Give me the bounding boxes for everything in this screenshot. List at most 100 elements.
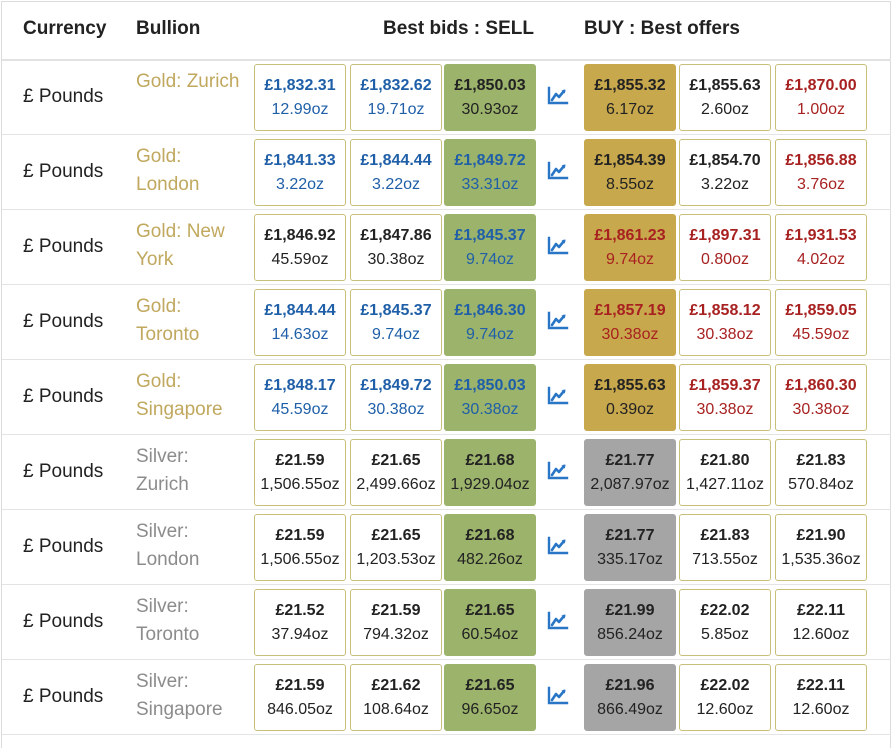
sell-bid-cell-3[interactable]: £21.65 60.54oz (444, 589, 536, 656)
sell-bid-cell-1[interactable]: £1,832.31 12.99oz (254, 64, 346, 131)
quantity-oz: 3.76oz (796, 176, 846, 193)
buy-offer-cell-2[interactable]: £1,855.63 2.60oz (679, 64, 771, 131)
price: £1,858.12 (689, 302, 761, 319)
sell-bid-cell-3[interactable]: £21.68 482.26oz (444, 514, 536, 581)
buy-offer-cell-3[interactable]: £22.11 12.60oz (775, 589, 867, 656)
buy-offer-cell-1[interactable]: £1,855.32 6.17oz (584, 64, 676, 131)
quantity-oz: 30.38oz (461, 401, 519, 418)
buy-offer-cell-3[interactable]: £22.11 12.60oz (775, 664, 867, 731)
buy-offer-cell-2[interactable]: £1,858.12 30.38oz (679, 289, 771, 356)
sell-bid-cell-2[interactable]: £1,832.62 19.71oz (350, 64, 442, 131)
quantity-oz: 335.17oz (597, 551, 663, 568)
sell-bid-cell-3[interactable]: £21.68 1,929.04oz (444, 439, 536, 506)
sell-bid-cell-1[interactable]: £21.59 1,506.55oz (254, 514, 346, 581)
bullion-market-label[interactable]: Gold: Zurich (136, 71, 240, 92)
currency-label: £ Pounds (23, 686, 104, 707)
line-chart-icon[interactable] (547, 536, 571, 558)
sell-bid-cell-3[interactable]: £1,846.30 9.74oz (444, 289, 536, 356)
sell-bid-cell-3[interactable]: £1,850.03 30.38oz (444, 364, 536, 431)
sell-bid-cell-2[interactable]: £1,849.72 30.38oz (350, 364, 442, 431)
bullion-market-label[interactable]: Gold: Toronto (136, 296, 200, 345)
buy-offer-cell-1[interactable]: £21.77 335.17oz (584, 514, 676, 581)
line-chart-icon[interactable] (547, 161, 571, 183)
sell-bid-cell-1[interactable]: £21.59 1,506.55oz (254, 439, 346, 506)
price: £21.68 (465, 452, 515, 469)
sell-bid-cell-1[interactable]: £1,844.44 14.63oz (254, 289, 346, 356)
buy-offer-cell-3[interactable]: £21.83 570.84oz (775, 439, 867, 506)
line-chart-icon[interactable] (547, 236, 571, 258)
sell-bid-cell-1[interactable]: £21.52 37.94oz (254, 589, 346, 656)
buy-offer-cell-2[interactable]: £1,854.70 3.22oz (679, 139, 771, 206)
line-chart-icon[interactable] (547, 386, 571, 408)
sell-bid-cell-2[interactable]: £21.59 794.32oz (350, 589, 442, 656)
buy-offer-cell-3[interactable]: £1,856.88 3.76oz (775, 139, 867, 206)
quantity-oz: 2.60oz (700, 101, 750, 118)
price: £1,847.86 (360, 227, 432, 244)
sell-bid-cell-3[interactable]: £21.65 96.65oz (444, 664, 536, 731)
bullion-market-label[interactable]: Silver: London (136, 521, 200, 570)
sell-bid-cell-3[interactable]: £1,850.03 30.93oz (444, 64, 536, 131)
buy-offer-cell-1[interactable]: £21.77 2,087.97oz (584, 439, 676, 506)
price: £1,850.03 (454, 377, 526, 394)
bullion-market-label[interactable]: Silver: Zurich (136, 446, 189, 495)
bullion-market-label[interactable]: Silver: Singapore (136, 671, 223, 720)
price: £1,870.00 (785, 77, 857, 94)
quantity-oz: 1,506.55oz (260, 476, 340, 493)
buy-offer-cell-1[interactable]: £1,861.23 9.74oz (584, 214, 676, 281)
price: £21.59 (275, 677, 325, 694)
sell-bid-cell-3[interactable]: £1,845.37 9.74oz (444, 214, 536, 281)
buy-offer-cell-2[interactable]: £1,897.31 0.80oz (679, 214, 771, 281)
buy-offer-cell-3[interactable]: £1,860.30 30.38oz (775, 364, 867, 431)
sell-bid-cell-1[interactable]: £21.59 846.05oz (254, 664, 346, 731)
buy-offer-cell-2[interactable]: £21.80 1,427.11oz (679, 439, 771, 506)
table-row: £ Pounds Gold: Zurich £1,832.31 12.99oz £1,8… (2, 60, 891, 135)
buy-offer-cell-3[interactable]: £1,931.53 4.02oz (775, 214, 867, 281)
buy-offer-cell-1[interactable]: £1,855.63 0.39oz (584, 364, 676, 431)
sell-bid-cell-2[interactable]: £1,844.44 3.22oz (350, 139, 442, 206)
buy-offer-cell-3[interactable]: £1,870.00 1.00oz (775, 64, 867, 131)
sell-bid-cell-1[interactable]: £1,846.92 45.59oz (254, 214, 346, 281)
buy-offer-cell-2[interactable]: £1,859.37 30.38oz (679, 364, 771, 431)
buy-offer-cell-1[interactable]: £21.96 866.49oz (584, 664, 676, 731)
quantity-oz: 2,087.97oz (590, 476, 670, 493)
bullion-market-label[interactable]: Gold: Singapore (136, 371, 223, 420)
sell-bid-cell-2[interactable]: £1,847.86 30.38oz (350, 214, 442, 281)
quantity-oz: 1,929.04oz (450, 476, 530, 493)
bullion-market-label[interactable]: Gold: New York (136, 221, 225, 270)
quantity-oz: 3.22oz (700, 176, 750, 193)
currency-label: £ Pounds (23, 236, 104, 257)
sell-bid-cell-2[interactable]: £21.62 108.64oz (350, 664, 442, 731)
table-row: £ Pounds Gold: New York £1,846.92 45.59oz £1… (2, 210, 891, 285)
line-chart-icon[interactable] (547, 461, 571, 483)
line-chart-icon[interactable] (547, 86, 571, 108)
sell-bid-cell-2[interactable]: £21.65 1,203.53oz (350, 514, 442, 581)
quantity-oz: 12.60oz (696, 701, 754, 718)
table-row: £ Pounds Silver: Zurich £21.59 1,506.55oz £2… (2, 435, 891, 510)
buy-offer-cell-1[interactable]: £1,857.19 30.38oz (584, 289, 676, 356)
buy-offer-cell-2[interactable]: £22.02 12.60oz (679, 664, 771, 731)
bullion-market-label[interactable]: Silver: Toronto (136, 596, 200, 645)
sell-bid-cell-3[interactable]: £1,849.72 33.31oz (444, 139, 536, 206)
price: £1,861.23 (594, 227, 666, 244)
buy-offer-cell-1[interactable]: £21.99 856.24oz (584, 589, 676, 656)
price: £21.65 (371, 452, 421, 469)
sell-bid-cell-1[interactable]: £1,848.17 45.59oz (254, 364, 346, 431)
buy-offer-cell-2[interactable]: £22.02 5.85oz (679, 589, 771, 656)
price: £1,854.39 (594, 152, 666, 169)
line-chart-icon[interactable] (547, 611, 571, 633)
buy-offer-cell-2[interactable]: £21.83 713.55oz (679, 514, 771, 581)
sell-bid-cell-1[interactable]: £1,841.33 3.22oz (254, 139, 346, 206)
price: £1,850.03 (454, 77, 526, 94)
price: £1,849.72 (360, 377, 432, 394)
line-chart-icon[interactable] (547, 686, 571, 708)
sell-bid-cell-2[interactable]: £1,845.37 9.74oz (350, 289, 442, 356)
buy-offer-cell-1[interactable]: £1,854.39 8.55oz (584, 139, 676, 206)
quantity-oz: 1,535.36oz (781, 551, 861, 568)
buy-offer-cell-3[interactable]: £1,859.05 45.59oz (775, 289, 867, 356)
buy-offer-cell-3[interactable]: £21.90 1,535.36oz (775, 514, 867, 581)
bullion-market-label[interactable]: Gold: London (136, 146, 200, 195)
line-chart-icon[interactable] (547, 311, 571, 333)
header-currency: Currency (23, 18, 107, 39)
quantity-oz: 3.22oz (275, 176, 325, 193)
sell-bid-cell-2[interactable]: £21.65 2,499.66oz (350, 439, 442, 506)
